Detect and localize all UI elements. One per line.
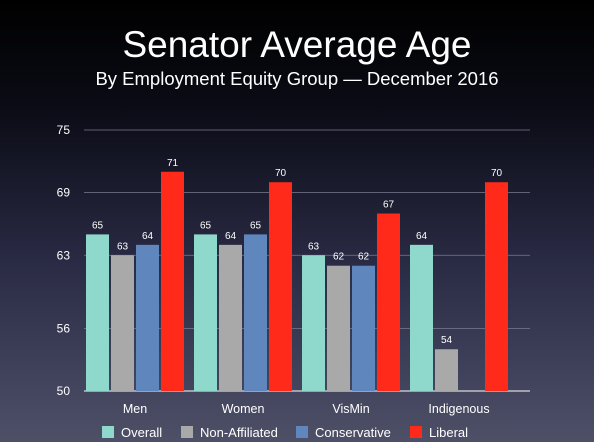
bar-men-liberal: [161, 171, 184, 391]
data-label: 67: [383, 200, 395, 211]
bar-indigenous-liberal: [485, 182, 508, 391]
y-tick-label: 56: [57, 321, 71, 335]
legend-label: Liberal: [429, 425, 468, 440]
bar-women-non-affiliated: [219, 244, 242, 391]
y-tick-label: 50: [57, 384, 71, 398]
y-axis-tick-labels: 50 56 63 69 75: [57, 123, 71, 398]
data-label: 64: [142, 231, 154, 242]
data-label: 64: [225, 231, 237, 242]
legend-label: Non-Affiliated: [200, 425, 278, 440]
legend-swatch: [296, 426, 308, 438]
legend-label: Conservative: [315, 425, 391, 440]
bar-indigenous-overall: [410, 244, 433, 391]
x-category-label: VisMin: [332, 402, 369, 416]
data-label: 63: [308, 241, 320, 252]
data-label: 65: [92, 220, 104, 231]
x-category-label: Indigenous: [428, 402, 489, 416]
chart-subtitle: By Employment Equity Group — December 20…: [95, 68, 499, 89]
legend-label: Overall: [121, 425, 162, 440]
data-label: 63: [117, 241, 129, 252]
bar-indigenous-non-affiliated: [435, 349, 458, 391]
chart-title: Senator Average Age: [122, 24, 472, 65]
data-label: 65: [250, 220, 262, 231]
data-label: 62: [333, 252, 345, 263]
bar-vismin-overall: [302, 255, 325, 391]
bar-women-conservative: [244, 234, 267, 391]
bar-men-non-affiliated: [111, 255, 134, 391]
data-label: 70: [275, 168, 287, 179]
data-label: 71: [167, 158, 179, 169]
data-label: 70: [491, 168, 503, 179]
bar-women-liberal: [269, 182, 292, 391]
y-tick-label: 69: [57, 186, 71, 200]
data-label: 54: [441, 335, 453, 346]
y-tick-label: 63: [57, 248, 71, 262]
bars: [86, 171, 508, 391]
data-label: 65: [200, 220, 212, 231]
legend-swatch: [102, 426, 114, 438]
y-tick-label: 75: [57, 123, 71, 137]
legend-swatch: [410, 426, 422, 438]
data-label: 64: [416, 231, 428, 242]
x-category-label: Men: [123, 402, 147, 416]
bar-vismin-liberal: [377, 213, 400, 391]
legend-swatch: [181, 426, 193, 438]
bar-vismin-non-affiliated: [327, 265, 350, 391]
x-category-label: Women: [222, 402, 265, 416]
legend: Overall Non-Affiliated Conservative Liberal: [102, 425, 468, 440]
x-axis-category-labels: Men Women VisMin Indigenous: [123, 402, 490, 416]
bar-men-overall: [86, 234, 109, 391]
bar-men-conservative: [136, 244, 159, 391]
data-label: 62: [358, 252, 370, 263]
bar-women-overall: [194, 234, 217, 391]
data-labels: 65 63 64 71 65 64 65 70 63 62 62 67 64 54 70: [92, 158, 503, 346]
bar-vismin-conservative: [352, 265, 375, 391]
